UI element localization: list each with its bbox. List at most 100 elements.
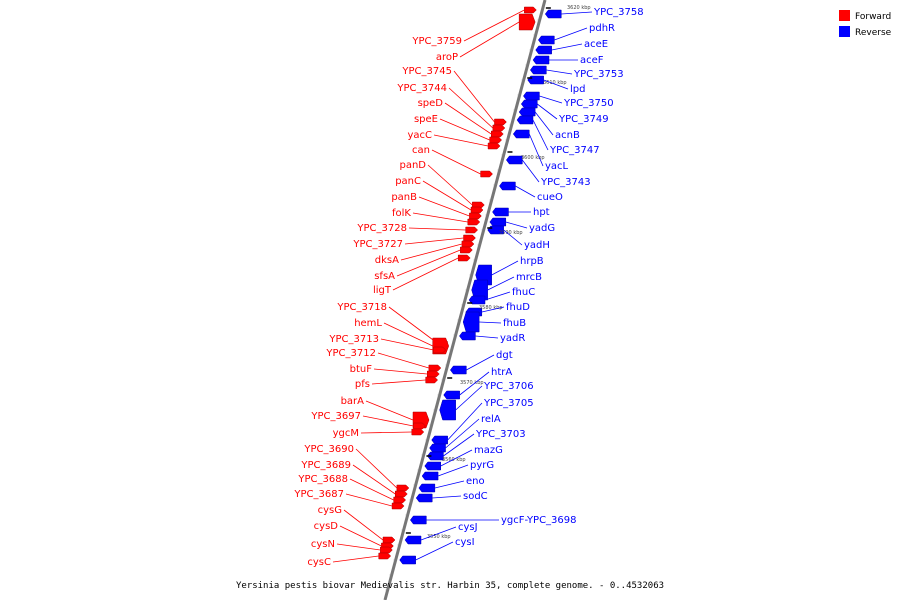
forward-leader-line — [418, 196, 470, 217]
reverse-gene-ygcf-ypc-3698[interactable] — [410, 515, 427, 525]
scale-label: 3580 kbp — [479, 305, 503, 311]
forward-gene-label: barA — [341, 396, 365, 407]
reverse-gene-ypc-3706[interactable] — [439, 399, 456, 421]
forward-gene-ygcm[interactable] — [411, 428, 425, 436]
reverse-gene-yadg[interactable] — [489, 217, 507, 227]
reverse-gene-label: aceF — [580, 55, 604, 66]
reverse-leader-line — [459, 371, 490, 396]
forward-leader-line — [444, 102, 492, 135]
forward-gene-folk[interactable] — [467, 218, 481, 226]
forward-gene-label: cysC — [307, 557, 331, 568]
reverse-gene-label: mazG — [474, 445, 503, 456]
forward-gene-sped[interactable] — [491, 130, 504, 138]
reverse-gene-rela[interactable] — [429, 443, 446, 453]
reverse-gene-label: cysI — [455, 537, 475, 548]
forward-gene-ypc-3697[interactable] — [413, 422, 426, 430]
forward-gene-label: YPC_3744 — [396, 83, 447, 94]
scale-label: 3570 kbp — [460, 380, 484, 386]
forward-gene-arop[interactable] — [518, 13, 536, 31]
reverse-gene-lpd[interactable] — [527, 75, 544, 85]
forward-gene-label: cysD — [314, 521, 339, 532]
forward-gene-ypc-3713[interactable] — [433, 346, 447, 354]
reverse-gene-sodc[interactable] — [415, 493, 433, 503]
forward-leader-line — [349, 478, 394, 501]
forward-gene-label: ygcM — [333, 428, 359, 439]
reverse-gene-acnb[interactable] — [518, 107, 536, 117]
forward-gene-ypc-3759[interactable] — [524, 6, 537, 14]
reverse-gene-cysj[interactable] — [404, 535, 422, 545]
forward-gene-yacc[interactable] — [487, 142, 501, 150]
forward-gene-pfs[interactable] — [425, 376, 439, 384]
reverse-gene-ypc-3705[interactable] — [431, 435, 448, 445]
reverse-gene-acef[interactable] — [532, 55, 550, 65]
reverse-gene-label: acnB — [555, 130, 580, 141]
reverse-leader-line — [491, 260, 519, 276]
scale-label: 3600 kbp — [521, 155, 545, 161]
reverse-gene-label: pdhR — [589, 23, 615, 34]
reverse-gene-label: fhuC — [512, 287, 535, 298]
forward-gene-label: speE — [414, 114, 438, 125]
forward-gene-can[interactable] — [480, 170, 493, 178]
reverse-gene-yadr[interactable] — [459, 331, 476, 341]
forward-gene-ypc-3744[interactable] — [492, 124, 506, 132]
forward-gene-label: YPC_3687 — [293, 489, 344, 500]
reverse-leader-line — [543, 79, 569, 90]
reverse-gene-ypc-3749[interactable] — [520, 99, 538, 109]
forward-gene-sfsa[interactable] — [460, 246, 473, 254]
forward-gene-label: cysN — [311, 539, 335, 550]
forward-gene-cysn[interactable] — [380, 546, 393, 554]
reverse-leader-line — [447, 402, 483, 441]
forward-gene-label: aroP — [436, 52, 458, 63]
forward-leader-line — [365, 400, 414, 421]
reverse-gene-acee[interactable] — [535, 45, 552, 55]
reverse-gene-yacl[interactable] — [512, 129, 530, 139]
reverse-gene-ypc-3758[interactable] — [544, 9, 562, 19]
reverse-gene-dgt[interactable] — [450, 365, 467, 375]
reverse-leader-line — [551, 43, 583, 51]
reverse-gene-fhub[interactable] — [462, 311, 480, 333]
reverse-leader-line — [484, 291, 511, 301]
reverse-gene-eno[interactable] — [418, 483, 436, 493]
forward-leader-line — [412, 212, 468, 223]
forward-gene-cysc[interactable] — [378, 552, 392, 560]
reverse-gene-cueo[interactable] — [499, 181, 516, 191]
forward-gene-ypc-3727[interactable] — [463, 234, 476, 242]
forward-gene-label: YPC_3689 — [300, 460, 351, 471]
legend-forward-swatch — [839, 10, 850, 21]
reverse-gene-cysi[interactable] — [399, 555, 416, 565]
forward-gene-ypc-3687[interactable] — [391, 502, 405, 510]
forward-gene-ypc-3688[interactable] — [393, 496, 407, 504]
reverse-leader-line — [528, 133, 544, 167]
forward-gene-label: YPC_3759 — [411, 36, 462, 47]
forward-gene-ypc-3712[interactable] — [428, 364, 442, 372]
forward-leader-line — [463, 9, 525, 42]
reverse-gene-mazg[interactable] — [424, 461, 441, 471]
reverse-gene-ypc-3750[interactable] — [523, 91, 540, 101]
forward-gene-panb[interactable] — [469, 212, 482, 220]
reverse-gene-ypc-3747[interactable] — [516, 115, 534, 125]
forward-gene-cysg[interactable] — [382, 536, 396, 544]
reverse-leader-line — [437, 464, 469, 477]
reverse-gene-ypc-3743[interactable] — [506, 155, 523, 165]
reverse-gene-label: aceE — [584, 39, 608, 50]
forward-gene-panc[interactable] — [470, 206, 484, 214]
reverse-gene-hpt[interactable] — [492, 207, 509, 217]
forward-leader-line — [336, 543, 381, 551]
reverse-gene-pyrg[interactable] — [421, 471, 439, 481]
forward-gene-ypc-3745[interactable] — [494, 118, 507, 126]
reverse-leader-line — [455, 385, 483, 411]
reverse-gene-htra[interactable] — [443, 390, 460, 400]
reverse-gene-label: mrcB — [516, 272, 542, 283]
forward-leader-line — [392, 257, 459, 291]
forward-gene-dksa[interactable] — [461, 240, 475, 248]
forward-gene-ligt[interactable] — [457, 254, 471, 262]
forward-gene-btuf[interactable] — [427, 370, 440, 378]
reverse-gene-ypc-3753[interactable] — [530, 65, 547, 75]
forward-leader-line — [427, 164, 473, 206]
forward-gene-label: dksA — [375, 255, 399, 266]
forward-gene-ypc-3689[interactable] — [395, 490, 408, 498]
forward-gene-ypc-3690[interactable] — [396, 484, 410, 492]
reverse-gene-pdhr[interactable] — [538, 35, 555, 45]
forward-gene-ypc-3728[interactable] — [465, 226, 479, 234]
forward-gene-spee[interactable] — [489, 136, 503, 144]
